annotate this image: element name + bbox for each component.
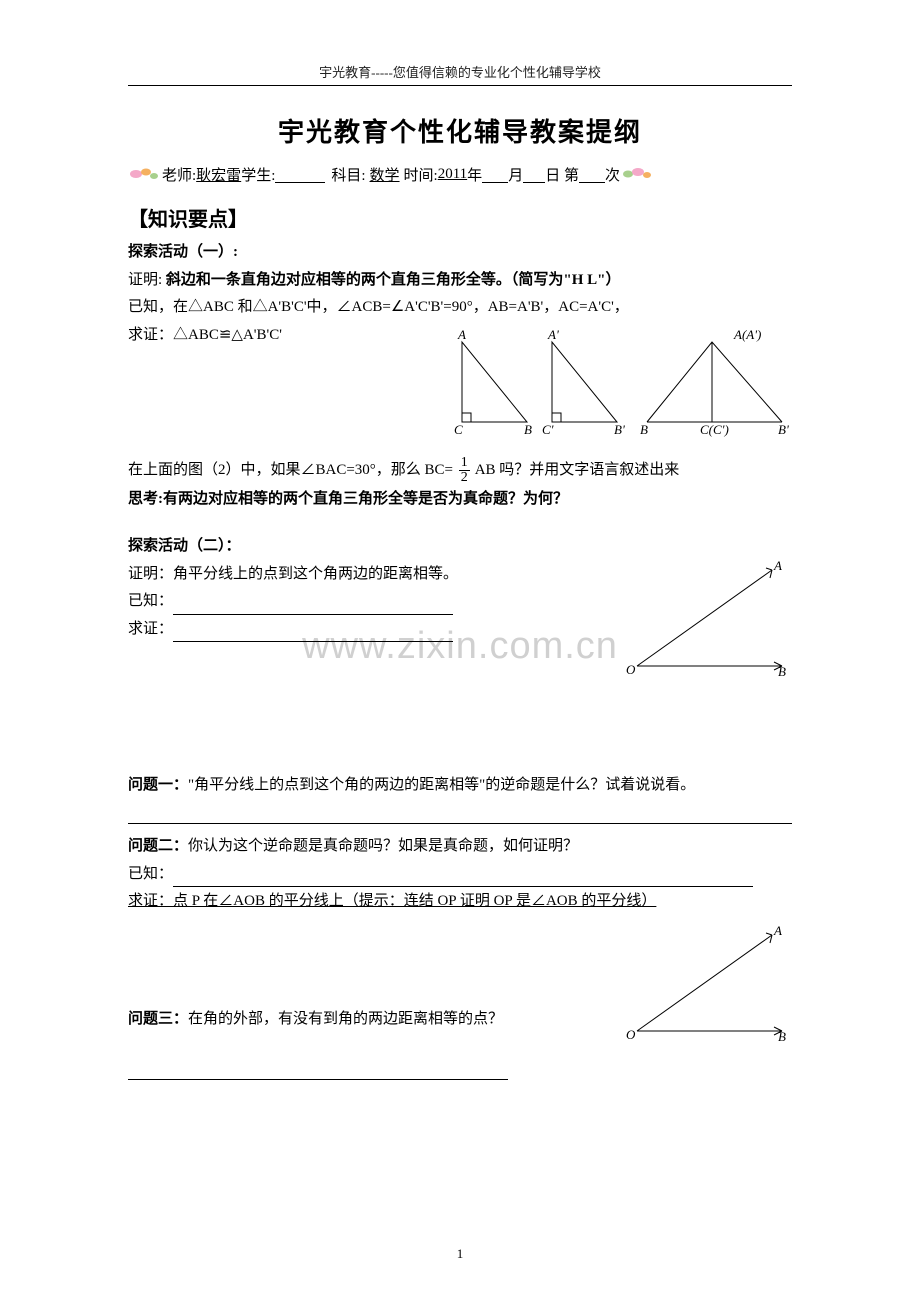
svg-text:A: A xyxy=(773,923,782,938)
activity1-title: 探索活动（一）: xyxy=(128,240,792,266)
section-head-knowledge: 【知识要点】 xyxy=(128,203,792,232)
svg-text:O: O xyxy=(626,662,636,677)
prove-text: 斜边和一条直角边对应相等的两个直角三角形全等。（简写为"H L"） xyxy=(166,272,621,288)
svg-text:O: O xyxy=(626,1027,636,1042)
day-blank xyxy=(523,165,545,183)
q3-blank xyxy=(128,1064,508,1080)
svg-text:B: B xyxy=(640,422,648,437)
toprove-blank xyxy=(173,626,453,642)
activity1-think: 思考:有两边对应相等的两个直角三角形全等是否为真命题？为何？ xyxy=(128,487,792,513)
prove-label: 证明: xyxy=(128,272,166,288)
given-label: 已知： xyxy=(128,593,173,609)
activity1-prove: 证明: 斜边和一条直角边对应相等的两个直角三角形全等。（简写为"H L"） xyxy=(128,268,792,294)
flower-icon-right xyxy=(620,163,654,185)
main-title: 宇光教育个性化辅导教案提纲 xyxy=(128,112,792,149)
q2-given: 已知： xyxy=(128,862,792,888)
activity1-followup: 在上面的图（2）中，如果∠BAC=30°，那么 BC= 12 AB 吗？并用文字… xyxy=(128,456,792,485)
month-suffix: 月 xyxy=(508,164,523,185)
svg-text:B': B' xyxy=(614,422,625,437)
subject-label: 科目: xyxy=(331,164,365,185)
q2-prove: 求证：点 P 在∠AOB 的平分线上（提示：连结 OP 证明 OP 是∠AOB … xyxy=(128,889,792,915)
q1-label: 问题一： xyxy=(128,777,188,793)
svg-text:B: B xyxy=(778,664,786,678)
triangle-diagram: A C B A' C' B' A(A') B C(C') B' xyxy=(452,327,792,442)
svg-text:A: A xyxy=(773,558,782,573)
teacher-label: 老师: xyxy=(162,164,196,185)
flower-icon-left xyxy=(128,163,162,185)
page-number: 1 xyxy=(457,1246,464,1262)
activity1-toprove: 求证：△ABC≌△A'B'C' xyxy=(128,323,452,349)
question1: 问题一："角平分线上的点到这个角的两边的距离相等"的逆命题是什么？试着说说看。 xyxy=(128,773,792,799)
q1-text: "角平分线上的点到这个角的两边的距离相等"的逆命题是什么？试着说说看。 xyxy=(188,777,695,793)
time-label: 时间: xyxy=(404,164,438,185)
student-label: 学生: xyxy=(241,164,275,185)
month-blank xyxy=(482,165,508,183)
q3-label: 问题三： xyxy=(128,1011,188,1027)
info-line: 老师: 耿宏雷 学生: 科目: 数学 时间: 2011 年 月 日 第 次 xyxy=(128,163,792,185)
svg-text:A: A xyxy=(457,327,466,342)
q1-blank xyxy=(128,808,792,824)
day-suffix: 日 第 xyxy=(545,164,579,185)
activity2-title: 探索活动（二）： xyxy=(128,534,792,560)
q2-label: 问题二： xyxy=(128,838,188,854)
angle-diagram-1: A O B xyxy=(622,558,792,683)
count-blank xyxy=(579,165,605,183)
q2-given-blank xyxy=(173,871,753,887)
svg-text:A(A'): A(A') xyxy=(733,327,761,342)
count-suffix: 次 xyxy=(605,164,620,185)
question2: 问题二：你认为这个逆命题是真命题吗？如果是真命题，如何证明？ xyxy=(128,834,792,860)
page-header-tagline: 宇光教育-----您值得信赖的专业化个性化辅导学校 xyxy=(128,62,792,81)
svg-text:C(C'): C(C') xyxy=(700,422,729,437)
q2-text: 你认为这个逆命题是真命题吗？如果是真命题，如何证明？ xyxy=(188,838,578,854)
angle-diagram-2: A O B xyxy=(622,923,792,1048)
svg-text:B: B xyxy=(778,1029,786,1043)
fraction-half: 12 xyxy=(459,456,470,485)
header-rule xyxy=(128,85,792,86)
year-suffix: 年 xyxy=(467,164,482,185)
student-blank xyxy=(275,165,325,183)
teacher-name: 耿宏雷 xyxy=(196,164,241,185)
svg-text:B': B' xyxy=(778,422,789,437)
followup-b: AB 吗？并用文字语言叙述出来 xyxy=(475,461,680,477)
q2-prove-text: 求证：点 P 在∠AOB 的平分线上（提示：连结 OP 证明 OP 是∠AOB … xyxy=(128,893,656,909)
followup-a: 在上面的图（2）中，如果∠BAC=30°，那么 BC= xyxy=(128,461,453,477)
q3-text: 在角的外部，有没有到角的两边距离相等的点？ xyxy=(188,1011,503,1027)
svg-text:C': C' xyxy=(542,422,554,437)
q2-given-label: 已知： xyxy=(128,866,173,882)
svg-text:B: B xyxy=(524,422,532,437)
activity1-given: 已知，在△ABC 和△A'B'C'中，∠ACB=∠A'C'B'=90°，AB=A… xyxy=(128,295,792,321)
year-value: 2011 xyxy=(438,166,467,183)
svg-text:C: C xyxy=(454,422,463,437)
given-blank xyxy=(173,599,453,615)
svg-text:A': A' xyxy=(547,327,559,342)
toprove-label: 求证： xyxy=(128,621,173,637)
subject-value: 数学 xyxy=(370,164,400,185)
